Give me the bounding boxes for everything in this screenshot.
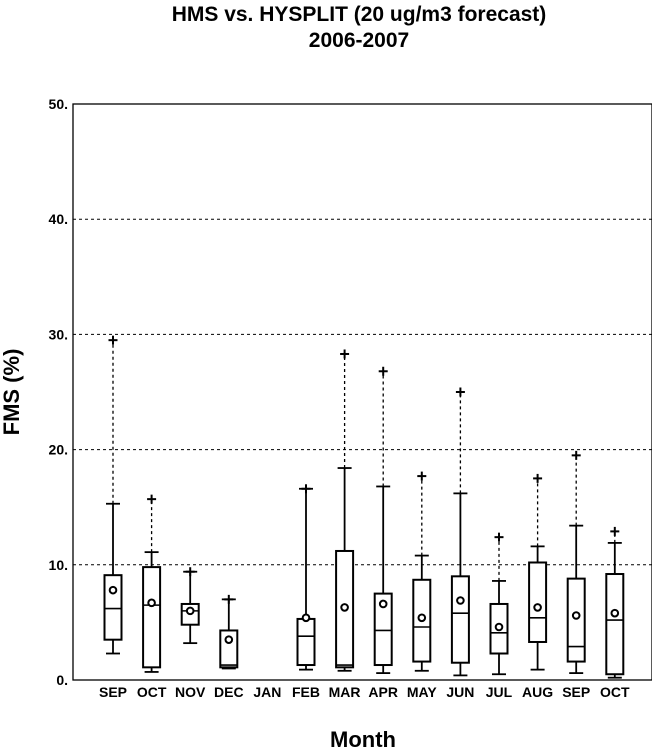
y-axis-title: FMS (%): [0, 349, 24, 436]
iqr-box: [566, 577, 586, 663]
mean-marker: [494, 622, 504, 632]
x-axis-ticks: SEP OCT NOV DEC JAN FEB MAR APR MAY JUN JUL AUG SEP O…: [99, 684, 630, 700]
box-group: [142, 494, 162, 673]
iqr-box: [605, 573, 625, 676]
iqr-box: [450, 575, 470, 664]
iqr-box: [296, 617, 316, 667]
x-tick-label: OCT: [600, 684, 630, 700]
box-group: [566, 450, 586, 674]
iqr-box: [103, 574, 123, 641]
x-tick-label: DEC: [214, 684, 244, 700]
box-group: [373, 366, 393, 674]
x-tick-label: JUL: [486, 684, 513, 700]
mean-marker: [417, 613, 427, 623]
mean-marker: [301, 613, 311, 623]
mean-marker: [224, 635, 234, 644]
mean-marker: [610, 608, 620, 618]
mean-marker: [340, 603, 349, 612]
x-tick-label: OCT: [137, 684, 167, 700]
grid-lines: [73, 218, 652, 566]
box-group: [335, 349, 355, 672]
mean-marker: [378, 599, 388, 609]
iqr-box: [528, 561, 548, 643]
x-tick-label: FEB: [292, 684, 320, 700]
box-group: [605, 526, 625, 679]
x-axis-title: Month: [330, 727, 396, 750]
y-tick-label: 20.: [49, 442, 68, 458]
y-tick-label: 30.: [49, 326, 68, 342]
mean-marker: [147, 598, 156, 608]
mean-marker: [533, 603, 542, 612]
box-group: [180, 567, 200, 645]
y-tick-label: 10.: [49, 557, 68, 573]
y-tick-label: 0.: [56, 672, 68, 688]
y-axis-ticks: 0. 10. 20. 30. 40. 50.: [49, 96, 68, 688]
x-tick-label: MAY: [407, 684, 437, 700]
chart-title: HMS vs. HYSPLIT (20 ug/m3 forecast): [172, 3, 547, 26]
mean-marker: [108, 585, 118, 595]
y-tick-label: 40.: [49, 211, 68, 227]
iqr-box: [142, 566, 162, 669]
box-group: [450, 387, 470, 677]
x-tick-label: SEP: [562, 684, 590, 700]
mean-marker: [571, 611, 581, 620]
x-tick-label: AUG: [522, 684, 553, 700]
x-tick-label: JUN: [446, 684, 474, 700]
iqr-box: [373, 592, 393, 667]
box-group: [528, 473, 548, 671]
plot-frame: [72, 103, 652, 681]
x-tick-label: MAR: [329, 684, 361, 700]
box-group: [103, 335, 123, 655]
x-tick-label: JAN: [253, 684, 281, 700]
x-tick-label: APR: [368, 684, 398, 700]
box-group: [219, 594, 239, 670]
box-group: [296, 484, 316, 671]
x-tick-label: SEP: [99, 684, 127, 700]
x-tick-label: NOV: [175, 684, 206, 700]
box-series: [103, 335, 625, 679]
chart-subtitle: 2006-2007: [309, 29, 409, 52]
y-tick-label: 50.: [49, 96, 68, 112]
mean-marker: [185, 606, 195, 616]
box-group: [489, 532, 509, 676]
box-group: [412, 471, 432, 672]
mean-marker: [456, 596, 465, 605]
